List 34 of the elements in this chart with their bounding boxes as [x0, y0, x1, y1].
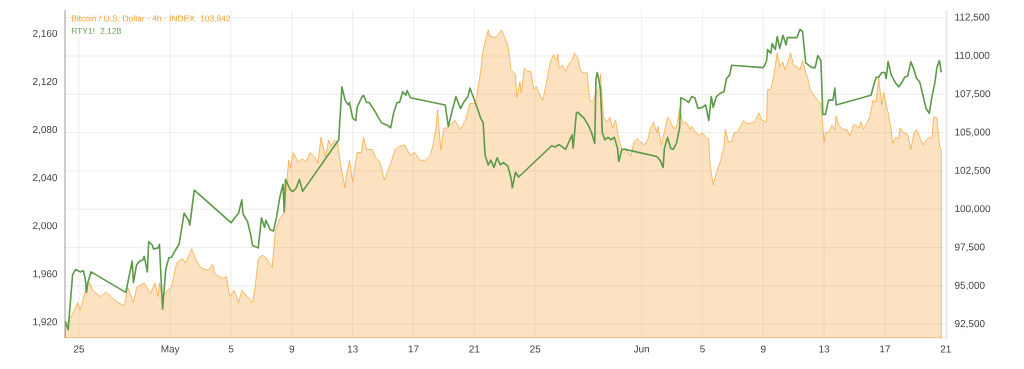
x-tick-label: 21	[469, 345, 480, 353]
y2-tick-label: 95,000	[955, 281, 985, 291]
x-tick-label: 21	[940, 345, 951, 353]
y2-tick-label: 107,500	[955, 90, 991, 99]
y2-tick-label: 100,000	[955, 205, 991, 214]
y-tick-label: 2,160	[33, 29, 58, 39]
x-tick-label: 5	[700, 345, 705, 353]
y2-tick-label: 112,500	[955, 13, 990, 22]
y2-tick-label: 105,000	[955, 128, 991, 137]
x-tick-label: Jun	[633, 345, 649, 353]
annotation: 2,128	[100, 27, 121, 35]
y-tick-label: 1,960	[33, 270, 58, 279]
x-tick-label: 25	[530, 345, 541, 353]
x-tick-label: 13	[819, 345, 830, 353]
x-tick-label: 25	[73, 345, 85, 353]
y-tick-label: 2,080	[33, 126, 58, 135]
y-tick-label: 2,120	[33, 77, 58, 87]
text: RTY1!	[71, 27, 95, 34]
x-tick-label: 17	[880, 345, 890, 353]
y2-tick-label: 92,500	[955, 320, 985, 329]
annotation: 103,842	[200, 15, 231, 23]
y-tick-label: 1,920	[33, 318, 58, 327]
x-tick-label: May	[161, 345, 180, 355]
x-tick-label: 9	[289, 345, 295, 353]
x-tick-label: 17	[408, 345, 419, 353]
y-tick-label: 2,000	[33, 222, 58, 231]
y-tick-label: 2,040	[33, 174, 58, 183]
y2-tick-label: 110,000	[955, 51, 990, 61]
y2-tick-label: 97,500	[955, 243, 985, 252]
x-tick-label: 9	[760, 345, 766, 353]
x-tick-label: 13	[347, 345, 358, 353]
text: Bitcoin / U.S. Dollar · 4h · INDEX	[71, 15, 195, 22]
x-tick-label: 5	[228, 345, 234, 353]
y2-tick-label: 102,500	[955, 166, 991, 176]
